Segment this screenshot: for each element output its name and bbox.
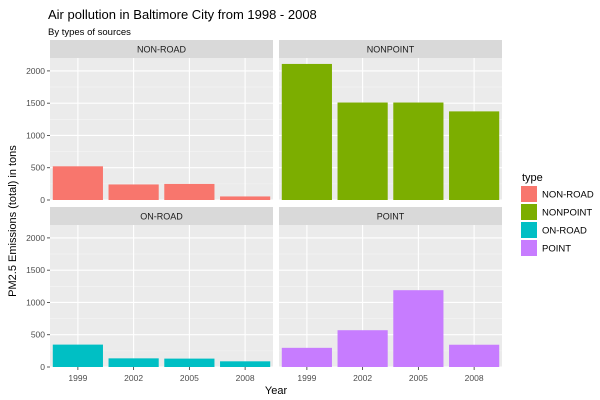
facet-nonpoint: NONPOINT	[279, 40, 502, 201]
facet-panels: NON-ROAD 0 500 1000 1500 2000 NONPOINT ON-ROAD 0…	[26, 40, 502, 383]
x-tick-label: 2008	[236, 373, 255, 383]
chart-title: Air pollution in Baltimore City from 199…	[48, 7, 317, 22]
bar	[281, 63, 332, 200]
x-tick-label: 2008	[465, 373, 484, 383]
facet-strip-label: ON-ROAD	[140, 212, 183, 222]
legend-swatch	[521, 222, 537, 238]
legend-label: NONPOINT	[542, 208, 592, 219]
bar	[52, 166, 103, 200]
legend-swatch	[521, 204, 537, 220]
x-tick-label: 1999	[68, 373, 87, 383]
legend-label: NON-ROAD	[542, 190, 594, 201]
bar	[449, 344, 500, 367]
y-tick-label: 500	[31, 330, 45, 340]
legend-label: POINT	[542, 244, 571, 255]
bar	[52, 344, 103, 367]
y-tick-label: 500	[31, 163, 45, 173]
bar	[337, 330, 388, 367]
facet-strip	[279, 207, 502, 225]
facet-strip-label: NON-ROAD	[137, 45, 186, 55]
legend-swatch	[521, 240, 537, 256]
bar	[393, 290, 444, 367]
bar	[108, 184, 159, 200]
chart-subtitle: By types of sources	[48, 27, 131, 38]
legend: type NON-ROAD NONPOINT ON-ROAD POINT	[521, 172, 594, 256]
bar	[337, 102, 388, 200]
y-tick-label: 1000	[26, 130, 45, 140]
x-axis-label: Year	[265, 385, 288, 397]
panel-background	[50, 225, 273, 367]
facet-point: POINT 1999 2002 2005 2008	[279, 207, 502, 383]
facet-non-road: NON-ROAD 0 500 1000 1500 2000	[26, 40, 273, 205]
x-tick-label: 1999	[297, 373, 316, 383]
x-tick-label: 2005	[180, 373, 199, 383]
x-tick-label: 2002	[353, 373, 372, 383]
bar	[164, 358, 215, 367]
legend-swatch	[521, 186, 537, 202]
y-tick-label: 2000	[26, 66, 45, 76]
facet-on-road: ON-ROAD 0 500 1000 1500 2000 1999 2002 2005 2008	[26, 207, 273, 383]
bar	[449, 111, 500, 200]
y-tick-label: 0	[40, 195, 45, 205]
facet-strip	[50, 40, 273, 58]
legend-title: type	[522, 172, 543, 184]
bar	[281, 347, 332, 367]
bar	[220, 361, 271, 367]
facet-strip	[50, 207, 273, 225]
facet-strip	[279, 40, 502, 58]
y-tick-label: 1000	[26, 297, 45, 307]
facet-strip-label: POINT	[377, 212, 405, 222]
bar	[164, 183, 215, 200]
x-tick-label: 2005	[409, 373, 428, 383]
x-tick-label: 2002	[124, 373, 143, 383]
y-tick-label: 0	[40, 362, 45, 372]
y-tick-label: 1500	[26, 98, 45, 108]
bar	[108, 358, 159, 367]
bar	[220, 196, 271, 200]
panel-background	[279, 225, 502, 367]
y-tick-label: 2000	[26, 233, 45, 243]
facet-strip-label: NONPOINT	[367, 45, 415, 55]
legend-label: ON-ROAD	[542, 226, 587, 237]
y-tick-label: 1500	[26, 265, 45, 275]
y-axis-label: PM2.5 Emissions (total) in tons	[7, 145, 19, 297]
bar	[393, 102, 444, 200]
